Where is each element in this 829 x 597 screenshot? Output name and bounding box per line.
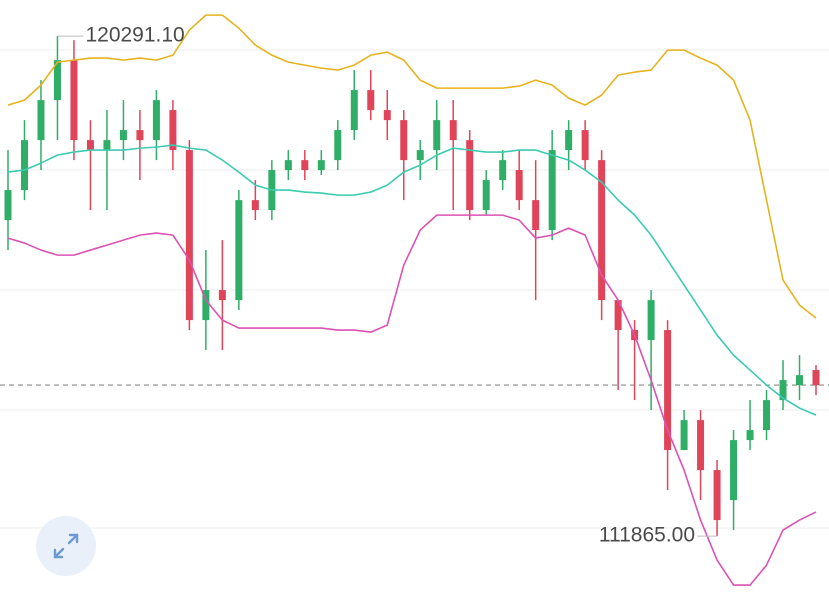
candle-body: [383, 110, 391, 121]
candle-body: [20, 140, 28, 191]
candle-body: [548, 150, 556, 231]
candle-body: [482, 180, 490, 211]
plot: 120291.10 111865.00: [0, 14, 829, 586]
candle-body: [301, 160, 309, 171]
candle-body: [713, 470, 721, 521]
candle-body: [664, 330, 672, 451]
candle-body: [136, 130, 144, 141]
candle-body: [763, 400, 771, 431]
candle-body: [350, 90, 358, 131]
candle-body: [416, 150, 424, 161]
candle-body: [400, 120, 408, 161]
candle-body: [185, 150, 193, 321]
band-line: [7, 144, 817, 416]
band-line: [7, 214, 817, 586]
candle-body: [103, 140, 111, 151]
candle-body: [647, 300, 655, 341]
candle-body: [581, 130, 589, 161]
candle-body: [433, 120, 441, 151]
grid: [0, 49, 829, 529]
expand-button[interactable]: [36, 516, 96, 576]
candle-body: [697, 420, 705, 471]
candle-body: [796, 375, 804, 386]
annotation-label: 111865.00: [599, 524, 695, 547]
candle-body: [466, 140, 474, 211]
candle-body: [730, 440, 738, 501]
candle-body: [532, 200, 540, 231]
expand-icon[interactable]: [53, 533, 79, 559]
candle-body: [449, 120, 457, 141]
candle-body: [598, 160, 606, 301]
candle-body: [812, 370, 820, 386]
candle-body: [779, 380, 787, 401]
band-line: [7, 14, 817, 319]
candle-body: [317, 160, 325, 171]
candle-body: [499, 160, 507, 181]
button-bg[interactable]: [36, 516, 96, 576]
candle-body: [119, 130, 127, 141]
annotation-label: 120291.10: [85, 24, 184, 47]
candle-body: [565, 130, 573, 151]
candle-body: [86, 140, 94, 151]
candle-body: [614, 300, 622, 331]
candle-body: [251, 200, 259, 211]
candle-body: [202, 290, 210, 321]
candle-body: [284, 160, 292, 171]
candle-body: [4, 190, 12, 221]
candle-body: [334, 130, 342, 161]
candle-body: [680, 420, 688, 451]
candle-body: [70, 60, 78, 141]
candle-body: [367, 90, 375, 111]
candle-body: [746, 430, 754, 441]
candle-body: [515, 170, 523, 201]
candle-body: [37, 100, 45, 141]
candle-body: [152, 100, 160, 141]
candle-body: [53, 60, 61, 101]
candle-body: [235, 200, 243, 301]
candle-body: [169, 110, 177, 151]
candle-body: [218, 290, 226, 301]
